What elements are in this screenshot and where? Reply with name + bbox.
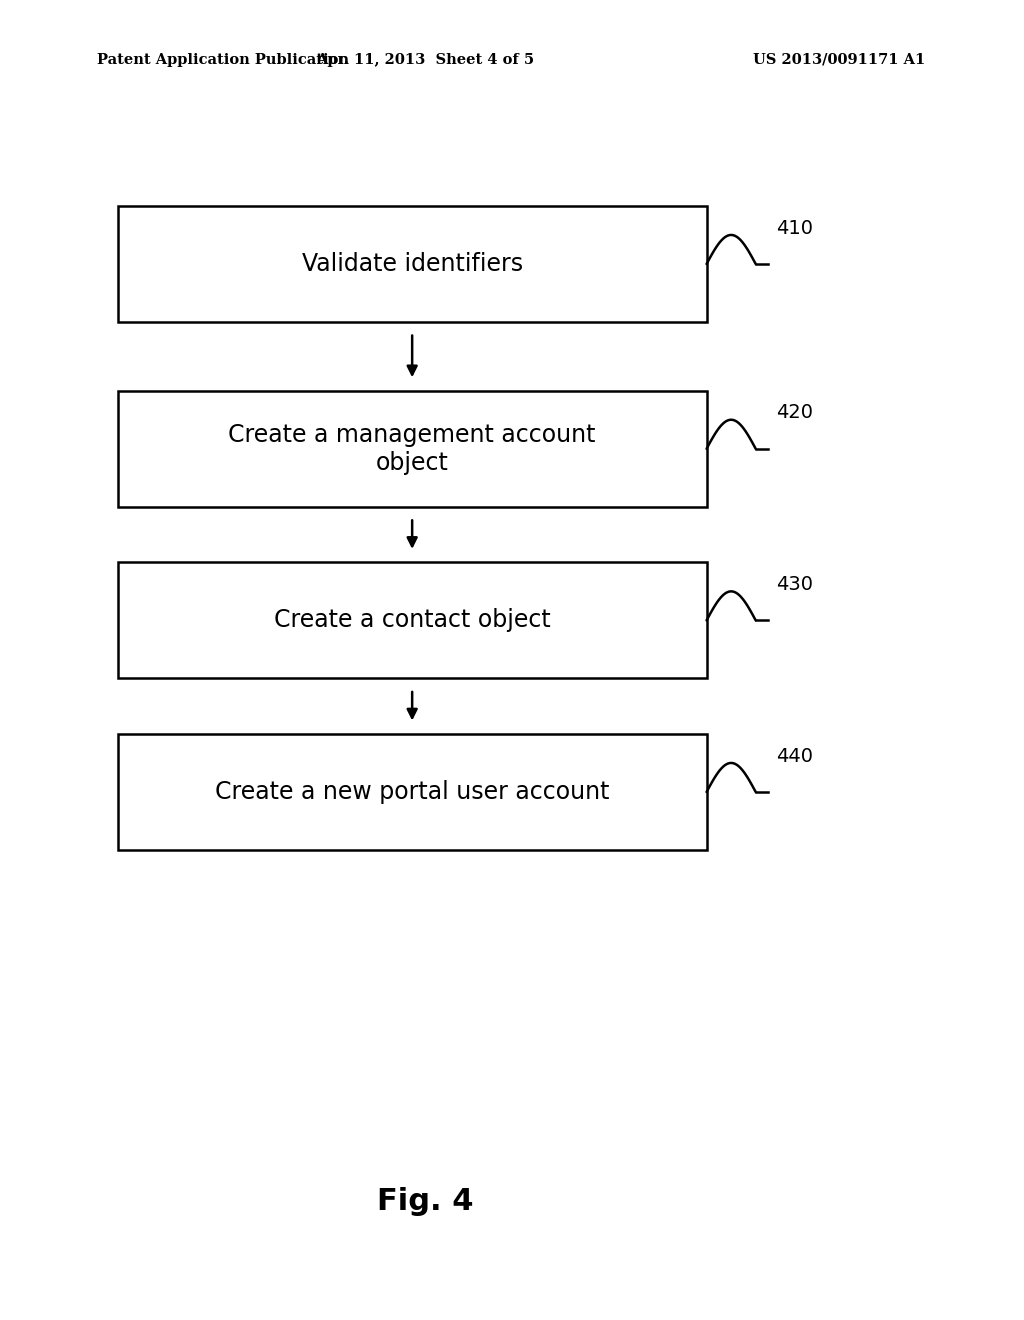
Text: 420: 420 [776,404,813,422]
Text: Validate identifiers: Validate identifiers [302,252,522,276]
Text: 440: 440 [776,747,813,766]
FancyBboxPatch shape [118,391,707,507]
Text: Create a management account
object: Create a management account object [228,422,596,475]
Text: Apr. 11, 2013  Sheet 4 of 5: Apr. 11, 2013 Sheet 4 of 5 [315,53,535,67]
Text: 430: 430 [776,576,813,594]
Text: Create a contact object: Create a contact object [273,609,551,632]
FancyBboxPatch shape [118,562,707,678]
Text: US 2013/0091171 A1: US 2013/0091171 A1 [753,53,925,67]
Text: Create a new portal user account: Create a new portal user account [215,780,609,804]
Text: Patent Application Publication: Patent Application Publication [97,53,349,67]
Text: Fig. 4: Fig. 4 [377,1187,473,1216]
FancyBboxPatch shape [118,734,707,850]
Text: 410: 410 [776,219,813,238]
FancyBboxPatch shape [118,206,707,322]
